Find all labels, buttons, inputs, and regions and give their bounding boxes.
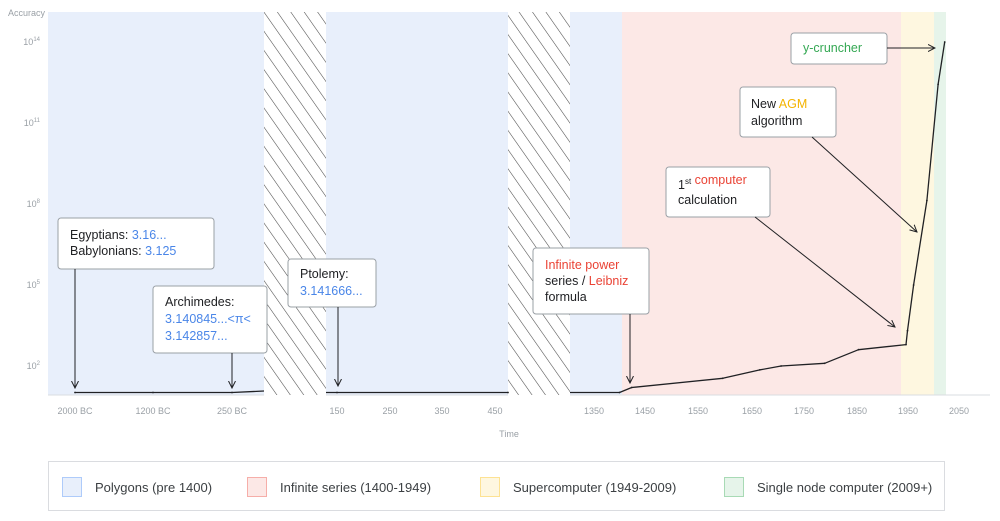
data-point	[336, 391, 338, 394]
y-axis-title: Accuracy	[8, 8, 46, 18]
annotation-arrow	[754, 216, 895, 327]
data-point	[231, 391, 233, 394]
annotation-text: algorithm	[751, 114, 802, 128]
annotation-text: Infinite power	[545, 258, 619, 272]
x-tick-label: 1550	[688, 406, 708, 416]
annotation-agm: New AGM algorithm	[739, 86, 917, 232]
axis-break-hatch	[508, 12, 570, 395]
x-tick-label: 150	[329, 406, 344, 416]
annotation-text: 3.140845...<π<	[165, 312, 251, 326]
annotation-ptolemy: Ptolemy: 3.141666...	[287, 258, 377, 386]
annotation-box	[665, 166, 771, 218]
x-tick-label: 1950	[898, 406, 918, 416]
data-point	[507, 391, 509, 394]
annotation-text: 3.141666...	[300, 284, 363, 298]
x-tick-label: 450	[487, 406, 502, 416]
annotation-text: Ptolemy:	[300, 267, 349, 281]
x-tick-label: 250	[382, 406, 397, 416]
annotation-box	[287, 258, 377, 308]
x-tick-label: 1650	[742, 406, 762, 416]
legend-swatch	[724, 477, 744, 497]
legend-swatch	[247, 477, 267, 497]
legend-label: Infinite series (1400-1949)	[280, 479, 432, 495]
data-point	[943, 41, 946, 43]
annotation-archimedes: Archimedes: 3.140845...<π< 3.142857...	[152, 285, 268, 388]
x-axis-title: Time	[499, 429, 519, 439]
annotation-y-cruncher: y-cruncher	[790, 32, 935, 65]
annotation-text: 3.142857...	[165, 329, 228, 343]
annotation-text: y-cruncher	[803, 41, 862, 55]
x-tick-label: 2000 BC	[57, 406, 93, 416]
legend-label: Single node computer (2009+)	[757, 479, 933, 495]
data-point	[721, 377, 724, 380]
legend-swatch	[62, 477, 82, 497]
data-point	[926, 199, 928, 202]
annotation-text: Egyptians: 3.16...	[70, 228, 167, 242]
legend-label: Supercomputer (1949-2009)	[513, 479, 677, 495]
data-point	[905, 343, 907, 346]
y-tick-label: 1011	[24, 118, 41, 128]
data-point	[630, 386, 633, 389]
series-line	[75, 390, 265, 394]
series-line	[570, 41, 946, 394]
annotation-text: series / Leibniz	[545, 274, 628, 288]
annotation-text: Archimedes:	[165, 295, 234, 309]
y-tick-label: 108	[27, 199, 41, 209]
data-point	[758, 369, 761, 371]
annotation-box	[152, 285, 268, 354]
data-point	[74, 391, 76, 394]
annotation-arrow	[811, 136, 917, 232]
pi-accuracy-chart: 102 105 108 1011 1014 2000 BC 1200 BC 250 BC 150…	[8, 8, 990, 439]
annotation-box	[739, 86, 837, 138]
era-band-supercomputer	[901, 12, 934, 395]
legend-swatch	[480, 477, 500, 497]
axis-break-hatch	[264, 12, 326, 395]
x-tick-label: 350	[434, 406, 449, 416]
data-point	[912, 284, 915, 286]
x-tick-label: 1450	[635, 406, 655, 416]
legend-item: Single node computer (2009+)	[724, 477, 932, 497]
x-tick-label: 250 BC	[217, 406, 248, 416]
legend-item: Infinite series (1400-1949)	[247, 477, 431, 497]
annotation-text: calculation	[678, 193, 737, 207]
data-point	[937, 83, 939, 86]
data-point	[857, 348, 860, 351]
annotation-text: Babylonians: 3.125	[70, 244, 176, 258]
annotation-box	[57, 217, 215, 270]
y-tick-label: 1014	[23, 37, 40, 47]
annotation-egyptians: Egyptians: 3.16... Babylonians: 3.125	[57, 217, 215, 388]
era-band-single-node	[934, 12, 946, 395]
legend-label: Polygons (pre 1400)	[95, 479, 213, 495]
y-tick-label: 105	[27, 280, 41, 290]
legend-item: Supercomputer (1949-2009)	[480, 477, 676, 497]
data-point	[780, 365, 782, 367]
data-point	[906, 329, 909, 332]
data-point	[823, 362, 826, 365]
data-point	[618, 391, 621, 394]
annotation-text: formula	[545, 290, 587, 304]
annotation-box	[532, 247, 650, 315]
annotation-text: New AGM	[751, 97, 807, 111]
x-tick-label: 1850	[847, 406, 867, 416]
x-tick-label: 2050	[949, 406, 969, 416]
x-tick-label: 1750	[794, 406, 814, 416]
x-tick-label: 1200 BC	[135, 406, 171, 416]
annotation-text: 1st computer	[678, 173, 747, 192]
data-point	[152, 391, 154, 394]
x-tick-label: 1350	[584, 406, 604, 416]
y-tick-label: 102	[27, 361, 41, 371]
annotation-infinite-series: Infinite power series / Leibniz formula	[532, 247, 650, 383]
legend: Polygons (pre 1400) Infinite series (1400…	[48, 461, 945, 511]
legend-item: Polygons (pre 1400)	[62, 477, 212, 497]
